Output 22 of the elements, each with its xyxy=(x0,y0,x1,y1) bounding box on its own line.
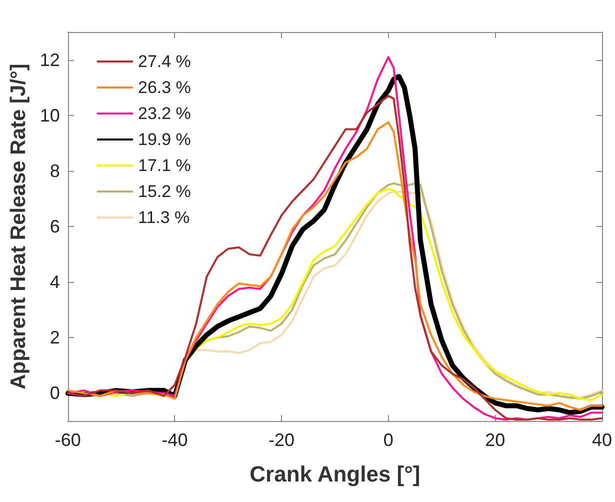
legend-label: 11.3 % xyxy=(138,208,190,227)
x-tick-label: -60 xyxy=(54,430,81,450)
y-tick-label: 4 xyxy=(50,272,60,292)
y-tick-label: 10 xyxy=(40,105,60,126)
legend-label: 23.2 % xyxy=(138,104,191,123)
legend-label: 19.9 % xyxy=(138,130,191,149)
y-tick-label: 2 xyxy=(50,328,60,348)
x-axis-title: Crank Angles [°] xyxy=(250,462,420,486)
x-tick-label: -20 xyxy=(268,430,295,450)
legend-label: 17.1 % xyxy=(138,156,191,175)
legend-label: 15.2 % xyxy=(138,182,191,201)
y-tick-label: 0 xyxy=(50,383,60,404)
x-tick-label: 40 xyxy=(592,430,612,450)
y-axis-title: Apparent Heat Release Rate [J/°] xyxy=(7,64,30,390)
legend-label: 26.3 % xyxy=(138,78,191,97)
x-tick-label: 20 xyxy=(485,430,506,450)
y-tick-label: 6 xyxy=(50,216,60,236)
x-tick-label: 0 xyxy=(383,430,394,450)
y-tick-label: 12 xyxy=(40,50,60,70)
y-tick-label: 8 xyxy=(50,160,60,181)
x-tick-label: -40 xyxy=(162,430,188,450)
legend-label: 27.4 % xyxy=(138,52,191,71)
